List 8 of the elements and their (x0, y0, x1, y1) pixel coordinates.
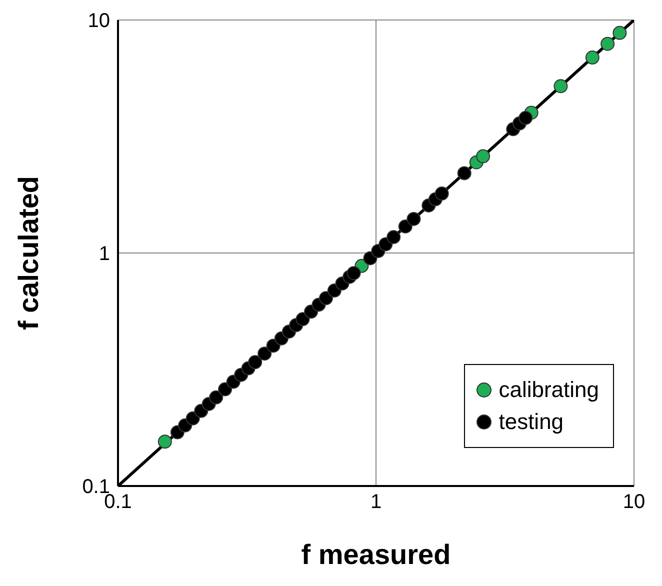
x-tick-label: 1 (370, 491, 382, 514)
y-tick-label: 1 (98, 243, 110, 266)
y-tick-label: 10 (88, 10, 110, 32)
legend-label: calibrating (498, 377, 599, 403)
x-axis-title: f measured (301, 539, 451, 570)
x-tick-label: 10 (622, 491, 646, 514)
y-axis-title: f calculated (12, 176, 44, 330)
legend-label: testing (498, 409, 564, 435)
